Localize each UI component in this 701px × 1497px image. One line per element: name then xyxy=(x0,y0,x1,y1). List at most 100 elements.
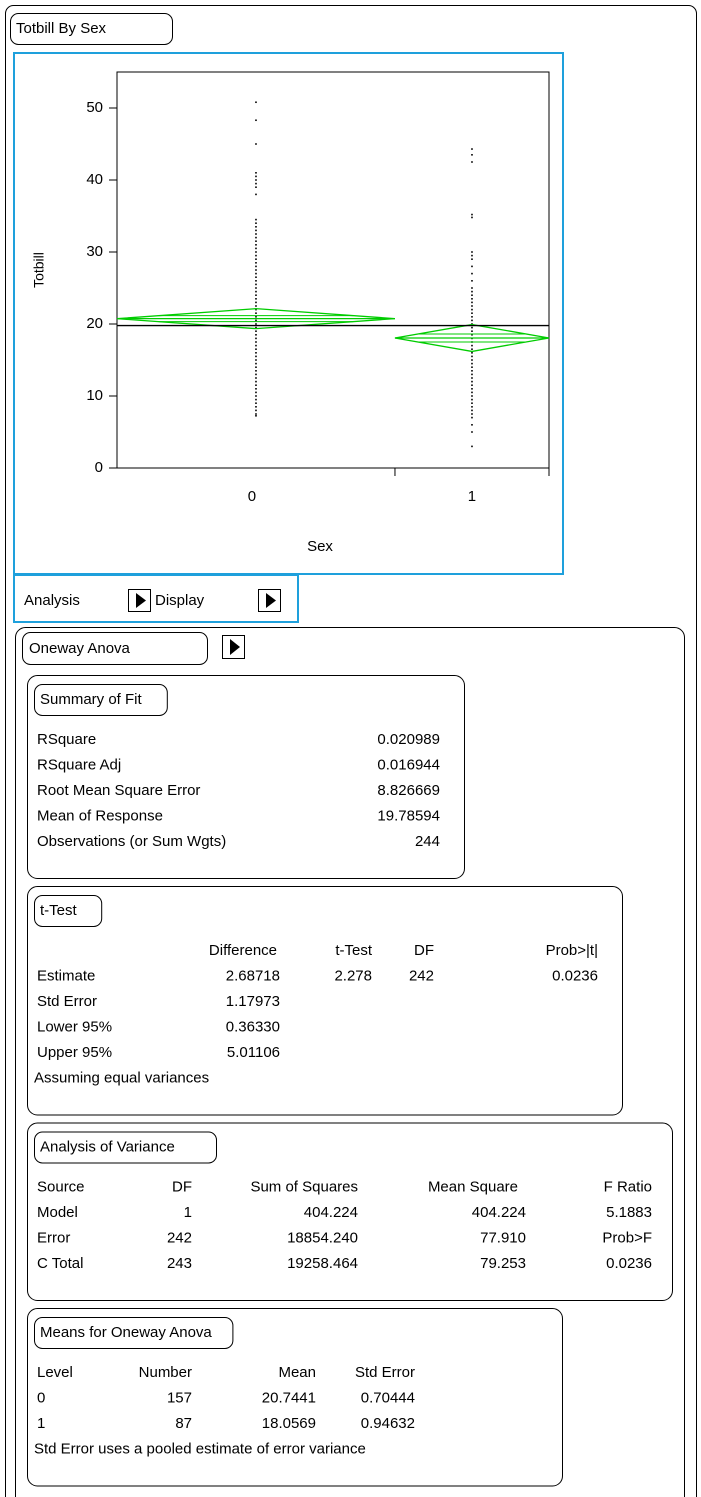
data-point xyxy=(255,334,257,336)
data-point xyxy=(471,330,473,332)
data-point xyxy=(255,373,257,376)
data-point xyxy=(471,362,473,365)
data-point xyxy=(255,258,257,260)
data-point xyxy=(255,409,257,412)
data-point xyxy=(255,280,257,282)
data-point xyxy=(471,359,473,361)
cell-value: 0.016944 xyxy=(377,756,440,773)
data-point xyxy=(471,355,473,358)
cell-value: 2.278 xyxy=(334,967,372,984)
data-point xyxy=(255,143,257,145)
display-label: Display xyxy=(155,592,205,609)
column-header: Prob>|t| xyxy=(546,942,598,959)
data-point xyxy=(255,380,257,383)
table-title-button[interactable] xyxy=(34,895,103,927)
cell-value: 18854.240 xyxy=(287,1229,358,1246)
report-frame xyxy=(5,5,697,1497)
data-point xyxy=(255,326,257,329)
cell-value: 5.01106 xyxy=(227,1044,280,1061)
triangle-icon xyxy=(136,593,146,608)
data-point xyxy=(471,254,473,257)
data-point xyxy=(471,280,473,282)
data-point xyxy=(255,294,257,296)
data-point xyxy=(255,352,257,354)
row-label: Mean of Response xyxy=(37,807,163,824)
data-point xyxy=(255,101,257,104)
table-title-button[interactable] xyxy=(34,1317,234,1349)
plot-panel xyxy=(13,52,564,575)
table-title-button[interactable] xyxy=(34,1131,217,1164)
data-point xyxy=(255,179,257,181)
data-point xyxy=(255,413,257,415)
cell-value: 79.253 xyxy=(480,1255,526,1272)
data-point xyxy=(255,323,257,325)
cell-value: 18.0569 xyxy=(262,1415,316,1432)
data-point xyxy=(255,305,257,307)
y-axis-label: Totbill xyxy=(31,252,47,288)
data-point xyxy=(255,240,257,242)
cell-value: 242 xyxy=(409,967,434,984)
data-point xyxy=(255,402,257,404)
data-point xyxy=(255,229,257,232)
data-point xyxy=(255,406,257,408)
data-point xyxy=(255,218,257,221)
row-label: Estimate xyxy=(37,967,95,984)
data-point xyxy=(255,119,257,122)
data-point xyxy=(255,269,257,271)
data-point xyxy=(471,334,473,336)
data-point xyxy=(255,290,257,293)
row-label: RSquare Adj xyxy=(37,756,121,773)
data-point xyxy=(255,341,257,343)
title-button[interactable] xyxy=(10,13,173,45)
data-point xyxy=(255,233,257,235)
table-title: Means for Oneway Anova xyxy=(40,1324,212,1341)
data-point xyxy=(471,316,473,318)
data-point xyxy=(255,377,257,379)
row-label: Root Mean Square Error xyxy=(37,782,200,799)
cell-value: 243 xyxy=(167,1255,192,1272)
data-point xyxy=(471,290,473,293)
data-point xyxy=(471,348,473,350)
row-label: Model xyxy=(37,1204,78,1221)
oneway-button[interactable] xyxy=(22,632,208,665)
data-point xyxy=(255,262,257,264)
column-header: Mean Square xyxy=(428,1178,518,1195)
table-note: Assuming equal variances xyxy=(34,1069,209,1086)
cell-value: 19.78594 xyxy=(377,807,440,824)
data-point xyxy=(471,216,473,219)
data-point xyxy=(255,384,257,386)
data-point xyxy=(471,366,473,368)
table-title-button[interactable] xyxy=(34,684,168,716)
data-point xyxy=(471,154,473,156)
table-frame xyxy=(27,675,465,879)
row-label: Error xyxy=(37,1229,70,1246)
data-point xyxy=(255,337,257,340)
y-tick-label: 10 xyxy=(86,387,103,404)
table-frame xyxy=(27,1122,673,1301)
analysis-label: Analysis xyxy=(24,592,80,609)
cell-value: Prob>F xyxy=(602,1229,652,1246)
data-point xyxy=(255,287,257,289)
data-point xyxy=(255,182,257,185)
y-tick-label: 0 xyxy=(95,459,103,476)
data-point xyxy=(255,272,257,275)
data-point xyxy=(471,373,473,376)
y-tick-label: 20 xyxy=(86,315,103,332)
data-point xyxy=(471,384,473,386)
data-point xyxy=(471,380,473,383)
column-header: Source xyxy=(37,1178,85,1195)
toolbar-panel xyxy=(13,574,299,623)
data-point xyxy=(255,301,257,304)
data-point xyxy=(471,406,473,408)
data-point xyxy=(471,319,473,322)
data-point xyxy=(255,348,257,350)
data-point xyxy=(471,312,473,314)
data-point xyxy=(255,370,257,372)
cell-value: 5.1883 xyxy=(606,1204,652,1221)
data-point xyxy=(255,186,257,188)
cell-value: 8.826669 xyxy=(377,782,440,799)
data-point xyxy=(255,226,257,228)
data-point xyxy=(471,370,473,372)
data-point xyxy=(255,359,257,361)
